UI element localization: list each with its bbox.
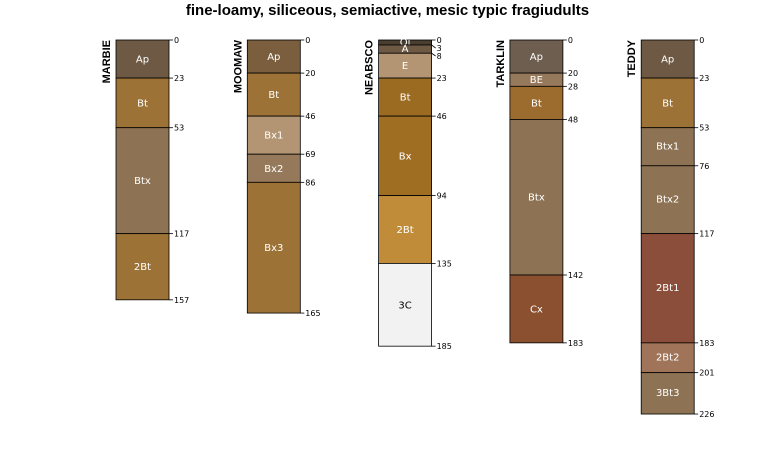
horizon-label: 2Bt2 xyxy=(656,353,680,364)
depth-label: 165 xyxy=(305,309,320,318)
horizon-label: BE xyxy=(530,75,543,86)
horizon-2bt1 xyxy=(640,233,695,344)
horizon-label: Bx2 xyxy=(264,164,283,175)
depth-tick xyxy=(431,44,436,49)
horizon-cx xyxy=(509,274,564,344)
depth-label: 46 xyxy=(437,112,447,121)
depth-label: 0 xyxy=(437,36,442,45)
depth-label: 76 xyxy=(699,162,709,171)
horizon-label: Bt xyxy=(400,93,411,104)
depth-label: 23 xyxy=(699,74,709,83)
horizon-label: Cx xyxy=(530,304,543,315)
horizon-btx xyxy=(509,119,564,276)
depth-label: 117 xyxy=(174,230,189,239)
depth-label: 0 xyxy=(699,36,704,45)
depth-label: 142 xyxy=(568,271,583,280)
horizon-2bt2 xyxy=(640,342,695,374)
horizon-2bt xyxy=(378,195,433,264)
horizon-bx1 xyxy=(246,115,301,155)
depth-label: 23 xyxy=(174,74,184,83)
depth-label: 94 xyxy=(437,192,447,201)
horizon-label: Btx xyxy=(134,176,151,187)
depth-label: 0 xyxy=(174,36,179,45)
profile-name-label: NEABSCO xyxy=(364,40,376,95)
horizon-bx xyxy=(378,115,433,196)
horizon-ap xyxy=(640,39,695,79)
horizon-3c xyxy=(378,263,433,347)
depth-label: 46 xyxy=(305,112,315,121)
soil-profile-moomaw: Ap Bt Bx1 Bx2 Bx3 0 20 46 69 86 165 MOOMAW xyxy=(232,36,320,318)
depth-label: 226 xyxy=(699,410,714,419)
chart-title: fine-loamy, siliceous, semiactive, mesic… xyxy=(185,2,590,19)
horizon-label: Btx1 xyxy=(656,142,679,153)
depth-label: 183 xyxy=(568,339,583,348)
depth-tick xyxy=(431,52,436,57)
depth-label: 20 xyxy=(568,69,578,78)
depth-label: 23 xyxy=(437,74,447,83)
horizon-label: 2Bt xyxy=(134,262,151,273)
horizon-btx2 xyxy=(640,165,695,235)
horizon-label: 2Bt xyxy=(397,225,414,236)
depth-label: 183 xyxy=(699,339,714,348)
horizon-label: Ap xyxy=(661,55,674,66)
horizon-label: 3Bt3 xyxy=(656,388,680,399)
horizon-label: Ap xyxy=(136,55,149,66)
horizon-label: Oi xyxy=(400,37,411,48)
horizon-bt xyxy=(246,72,301,117)
depth-label: 8 xyxy=(437,52,442,61)
depth-label: 3 xyxy=(437,44,442,53)
horizon-label: A xyxy=(402,44,409,55)
depth-label: 185 xyxy=(437,342,452,351)
horizon-label: Bt xyxy=(268,90,279,101)
horizon-label: Ap xyxy=(267,52,280,63)
horizon-2bt xyxy=(115,233,170,301)
profile-name-label: TEDDY xyxy=(626,39,638,77)
horizon-label: Bx xyxy=(399,151,412,162)
soil-profile-tarklin: Ap BE Bt Btx Cx 0 20 28 48 142 183 TARKLIN xyxy=(495,36,583,348)
depth-label: 201 xyxy=(699,369,714,378)
horizon-bx2 xyxy=(246,153,301,183)
horizon-label: Bx3 xyxy=(264,243,283,254)
horizon-label: Btx2 xyxy=(656,195,679,206)
depth-label: 69 xyxy=(305,150,315,159)
horizon-bx3 xyxy=(246,181,301,314)
horizon-label: Ap xyxy=(530,52,543,63)
depth-label: 53 xyxy=(174,124,184,133)
profile-name-label: MOOMAW xyxy=(232,39,244,93)
profile-name-label: TARKLIN xyxy=(495,40,507,88)
depth-label: 135 xyxy=(437,259,452,268)
horizon-3bt3 xyxy=(640,372,695,415)
horizon-label: 3C xyxy=(398,300,411,311)
horizon-label: 2Bt1 xyxy=(656,283,680,294)
horizon-label: Bt xyxy=(531,98,542,109)
depth-label: 157 xyxy=(174,296,189,305)
horizon-label: Btx xyxy=(528,193,545,204)
horizon-ap xyxy=(246,39,301,74)
soil-profile-teddy: Ap Bt Btx1 Btx2 2Bt1 2Bt2 3Bt3 0 23 53 76 117 183 201… xyxy=(626,36,714,419)
horizon-btx xyxy=(115,127,170,235)
depth-label: 48 xyxy=(568,115,578,124)
horizon-ap xyxy=(115,39,170,79)
depth-label: 0 xyxy=(305,36,310,45)
depth-label: 86 xyxy=(305,178,315,187)
horizon-label: Bt xyxy=(662,98,673,109)
horizon-label: Bt xyxy=(137,98,148,109)
soil-profile-marbie: Ap Bt Btx 2Bt 0 23 53 117 157 MARBIE xyxy=(101,36,189,305)
depth-label: 0 xyxy=(568,36,573,45)
depth-label: 117 xyxy=(699,230,714,239)
profile-name-label: MARBIE xyxy=(101,40,113,83)
horizon-ap xyxy=(509,39,564,74)
depth-label: 53 xyxy=(699,124,709,133)
depth-label: 28 xyxy=(568,82,578,91)
horizon-label: E xyxy=(402,61,408,72)
depth-label: 20 xyxy=(305,69,315,78)
horizon-bt xyxy=(640,77,695,129)
horizon-label: Bx1 xyxy=(264,131,283,142)
horizon-bt xyxy=(509,85,564,120)
